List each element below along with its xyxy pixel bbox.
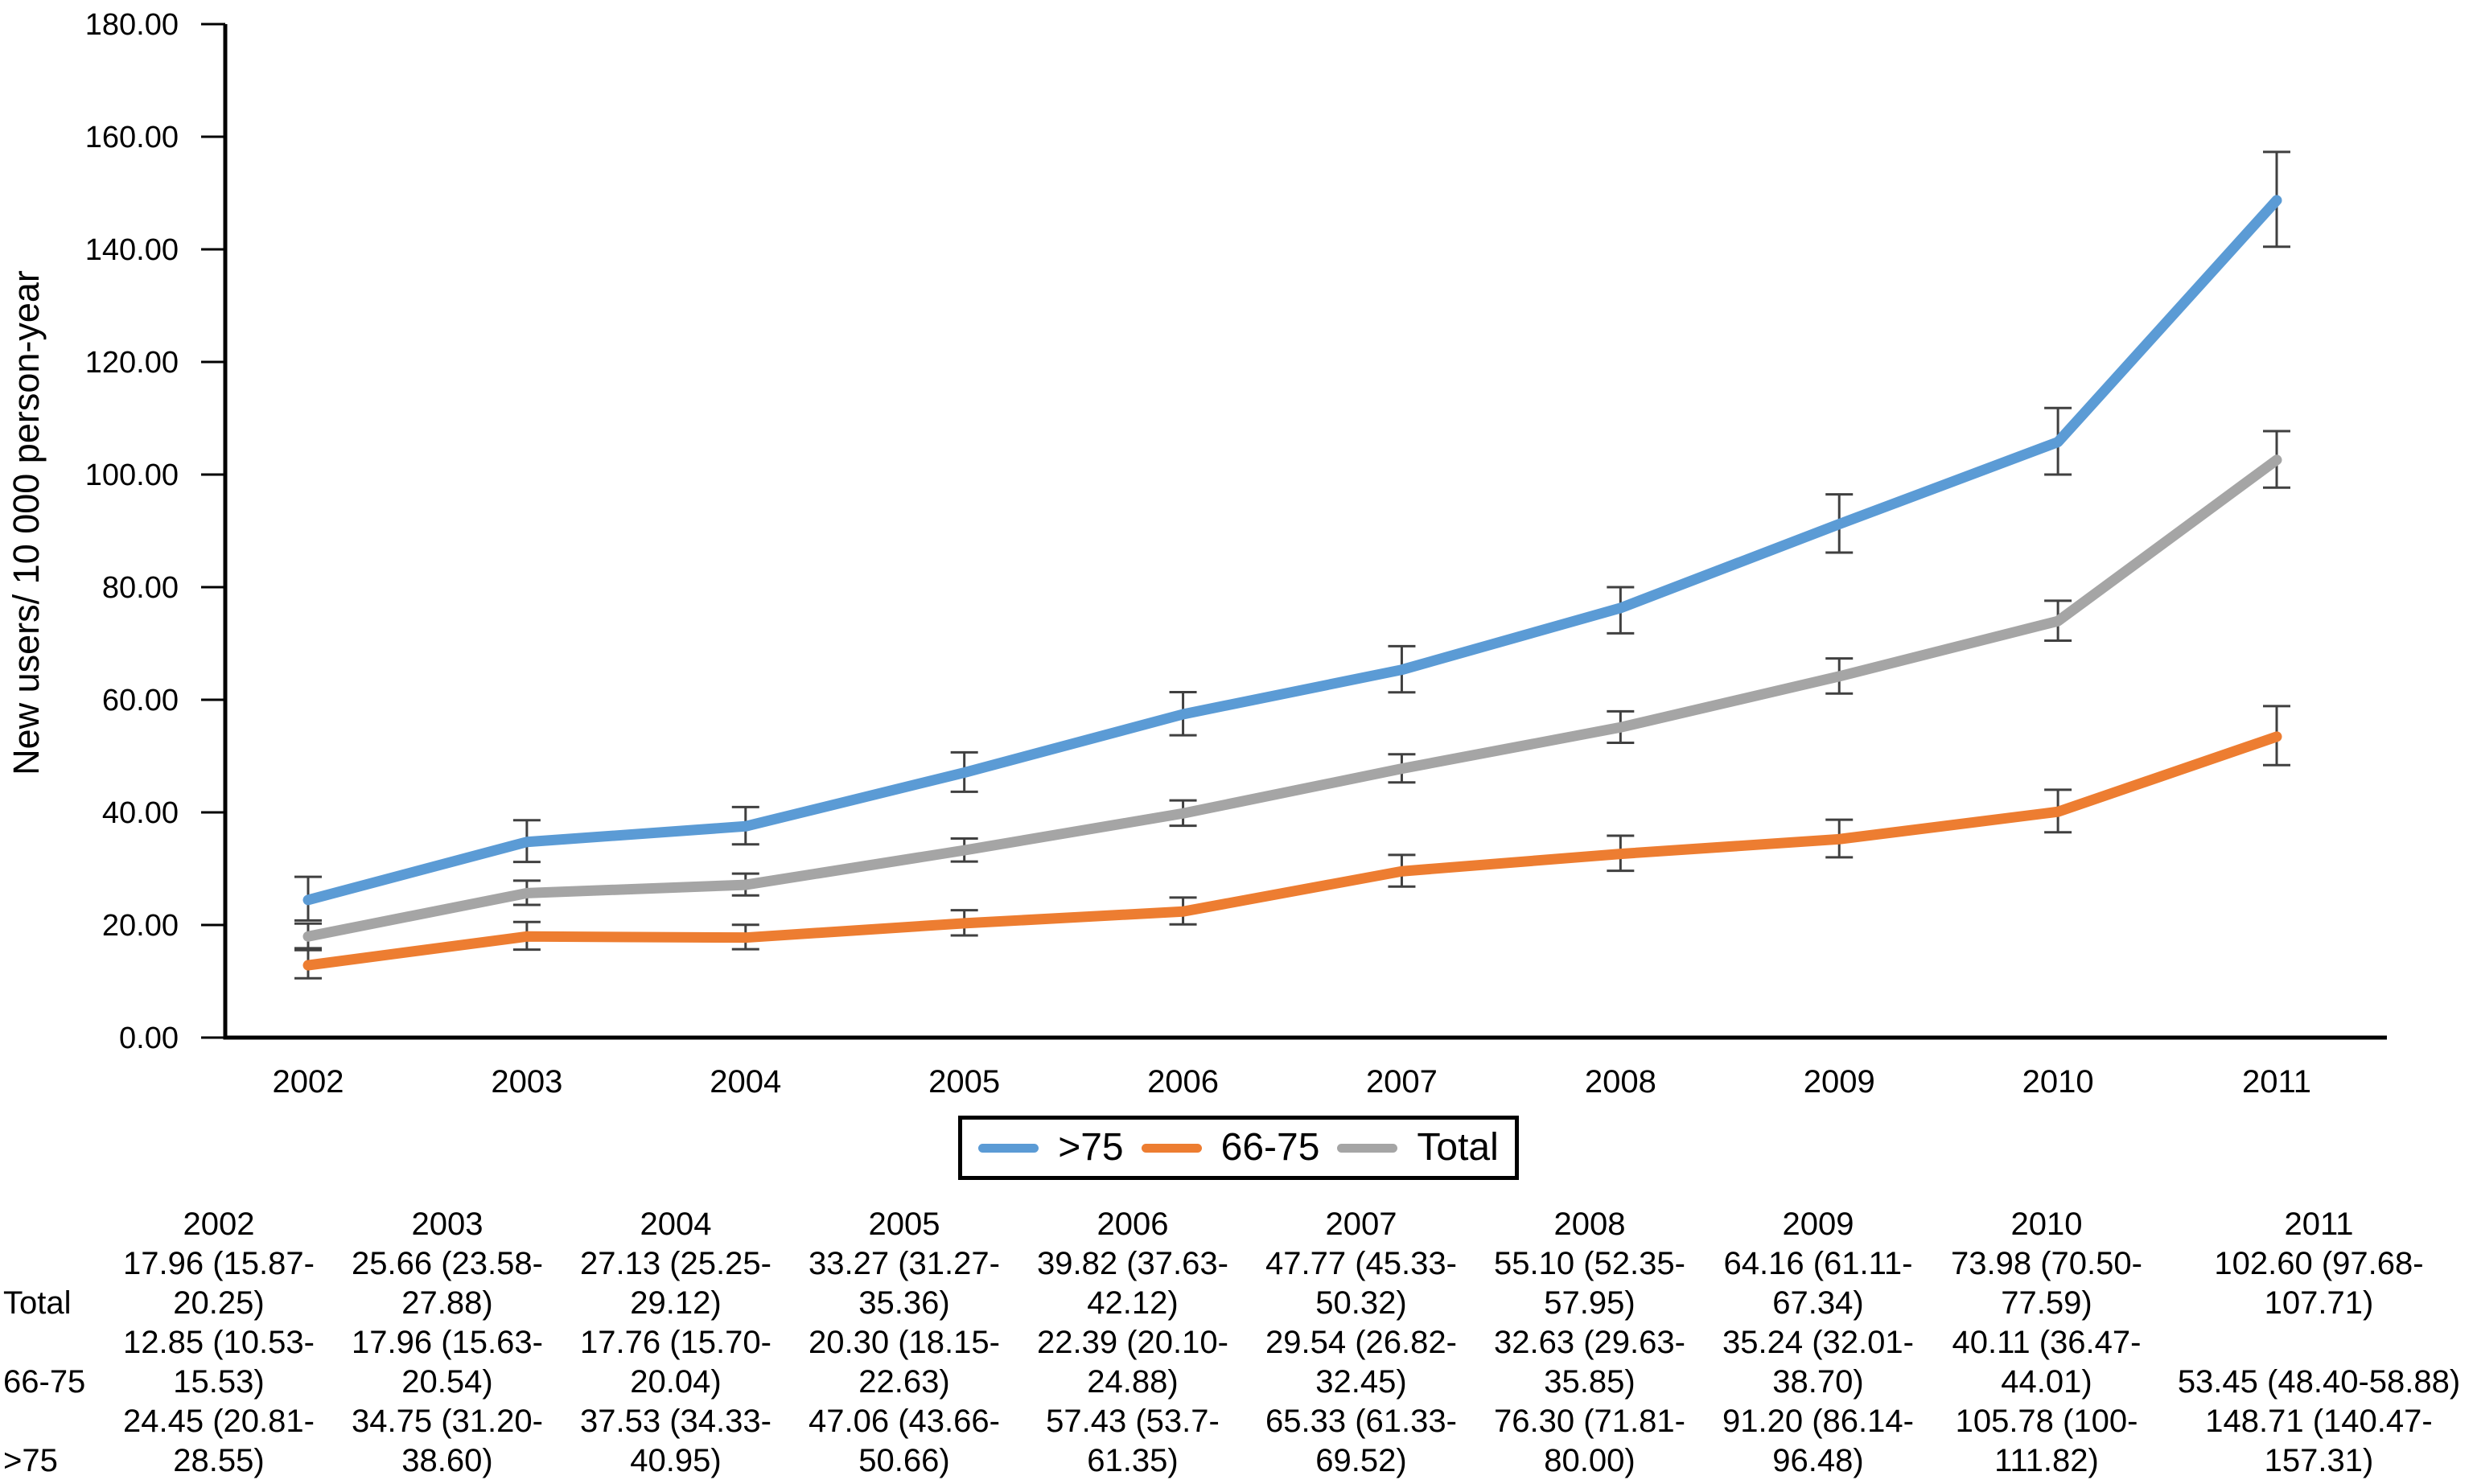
table-cell-gt75-2010: 105.78 (100- 111.82) xyxy=(1955,1404,2138,1478)
series-line-gt75 xyxy=(302,195,2282,906)
table-cell-66to75-2003: 17.96 (15.63- 20.54) xyxy=(352,1325,543,1400)
x-tick-label: 2009 xyxy=(1804,1064,1875,1100)
x-tick-label: 2008 xyxy=(1585,1064,1656,1100)
table-cell-total-2006: 39.82 (37.63- 42.12) xyxy=(1037,1246,1228,1321)
table-year-header-2002: 2002 xyxy=(183,1207,255,1242)
chart-legend: >75 66-75 Total xyxy=(958,1116,1519,1180)
table-row-label-66to75: 66-75 xyxy=(3,1364,86,1400)
y-tick-label: 0.00 xyxy=(119,1022,179,1055)
table-cell-gt75-2008: 76.30 (71.81- 80.00) xyxy=(1494,1404,1685,1478)
table-cell-66to75-2005: 20.30 (18.15- 22.63) xyxy=(809,1325,1000,1400)
table-cell-total-2003: 25.66 (23.58- 27.88) xyxy=(352,1246,543,1321)
table-year-header-2010: 2010 xyxy=(2010,1207,2083,1242)
y-tick-label: 20.00 xyxy=(102,909,179,943)
y-tick-label: 140.00 xyxy=(85,233,179,267)
table-cell-66to75-2009: 35.24 (32.01- 38.70) xyxy=(1722,1325,1914,1400)
table-cell-66to75-2006: 22.39 (20.10- 24.88) xyxy=(1037,1325,1228,1400)
series-line-66to75 xyxy=(302,731,2282,971)
line-chart: 0.00 20.00 40.00 60.00 80.00 100.00 120.00 140.… xyxy=(6,8,2387,1100)
legend-label-gt75: >75 xyxy=(1058,1126,1124,1169)
table-cell-total-2008: 55.10 (52.35- 57.95) xyxy=(1494,1246,1685,1321)
legend-label-total: Total xyxy=(1417,1126,1499,1169)
table-year-header-2003: 2003 xyxy=(411,1207,483,1242)
table-year-header-2011: 2011 xyxy=(2284,1207,2354,1242)
legend-swatch-66-75 xyxy=(1141,1143,1202,1153)
y-tick-label: 120.00 xyxy=(85,346,179,380)
legend-swatch-total xyxy=(1337,1143,1398,1153)
table-cell-66to75-2004: 17.76 (15.70- 20.04) xyxy=(580,1325,771,1400)
y-tick-label: 60.00 xyxy=(102,684,179,717)
table-cell-66to75-2011: 53.45 (48.40-58.88) xyxy=(2177,1364,2461,1400)
table-cell-total-2004: 27.13 (25.25- 29.12) xyxy=(580,1246,771,1321)
y-tick-label: 160.00 xyxy=(85,121,179,154)
y-tick-label: 180.00 xyxy=(85,8,179,42)
table-year-header-2005: 2005 xyxy=(868,1207,940,1242)
table-year-header-2008: 2008 xyxy=(1553,1207,1626,1242)
table-cell-total-2002: 17.96 (15.87- 20.25) xyxy=(123,1246,315,1321)
x-tick-label: 2006 xyxy=(1147,1064,1219,1100)
table-year-header-2006: 2006 xyxy=(1097,1207,1169,1242)
table-corner xyxy=(0,1205,105,1244)
table-cell-total-2011: 102.60 (97.68- 107.71) xyxy=(2214,1246,2424,1321)
table-row-label-total: Total xyxy=(3,1285,72,1321)
legend-item-total: Total xyxy=(1337,1126,1499,1169)
legend-label-66-75: 66-75 xyxy=(1220,1126,1320,1169)
x-tick-label: 2010 xyxy=(2022,1064,2094,1100)
table-cell-gt75-2011: 148.71 (140.47- 157.31) xyxy=(2205,1404,2433,1478)
x-tick-label: 2007 xyxy=(1366,1064,1438,1100)
ci-data-table: 2002 2003 2004 2005 2006 2007 2008 2009 2010 2011… xyxy=(0,1205,2477,1481)
x-tick-label: 2003 xyxy=(491,1064,562,1100)
y-axis-title: New users/ 10 000 person-year xyxy=(6,270,47,775)
x-tick-label: 2002 xyxy=(273,1064,344,1100)
series-line-total xyxy=(302,454,2282,942)
x-tick-label: 2005 xyxy=(928,1064,1000,1100)
table-cell-gt75-2007: 65.33 (61.33- 69.52) xyxy=(1265,1404,1457,1478)
table-cell-total-2005: 33.27 (31.27- 35.36) xyxy=(809,1246,1000,1321)
table-cell-total-2009: 64.16 (61.11- 67.34) xyxy=(1723,1246,1913,1321)
y-tick-label: 80.00 xyxy=(102,571,179,605)
table-year-header-2009: 2009 xyxy=(1782,1207,1854,1242)
y-tick-label: 40.00 xyxy=(102,796,179,830)
table-cell-gt75-2003: 34.75 (31.20- 38.60) xyxy=(352,1404,543,1478)
y-tick-label: 100.00 xyxy=(85,458,179,492)
table-cell-66to75-2002: 12.85 (10.53- 15.53) xyxy=(123,1325,315,1400)
table-cell-gt75-2002: 24.45 (20.81- 28.55) xyxy=(123,1404,315,1478)
table-cell-66to75-2010: 40.11 (36.47- 44.01) xyxy=(1952,1325,2142,1400)
table-cell-gt75-2009: 91.20 (86.14- 96.48) xyxy=(1722,1404,1914,1478)
table-row-label-gt75: >75 xyxy=(3,1443,58,1478)
table-cell-gt75-2005: 47.06 (43.66- 50.66) xyxy=(809,1404,1000,1478)
table-year-header-2007: 2007 xyxy=(1325,1207,1397,1242)
x-tick-label: 2011 xyxy=(2242,1064,2311,1100)
table-cell-66to75-2008: 32.63 (29.63- 35.85) xyxy=(1494,1325,1685,1400)
legend-item-66-75: 66-75 xyxy=(1141,1126,1320,1169)
legend-item-gt75: >75 xyxy=(978,1126,1124,1169)
legend-swatch-gt75 xyxy=(978,1143,1039,1153)
x-tick-label: 2004 xyxy=(710,1064,781,1100)
table-year-header-2004: 2004 xyxy=(640,1207,712,1242)
table-cell-total-2007: 47.77 (45.33- 50.32) xyxy=(1265,1246,1457,1321)
table-cell-total-2010: 73.98 (70.50- 77.59) xyxy=(1951,1246,2142,1321)
table-cell-gt75-2004: 37.53 (34.33- 40.95) xyxy=(580,1404,771,1478)
table-cell-66to75-2007: 29.54 (26.82- 32.45) xyxy=(1265,1325,1457,1400)
table-cell-gt75-2006: 57.43 (53.7- 61.35) xyxy=(1046,1404,1220,1478)
